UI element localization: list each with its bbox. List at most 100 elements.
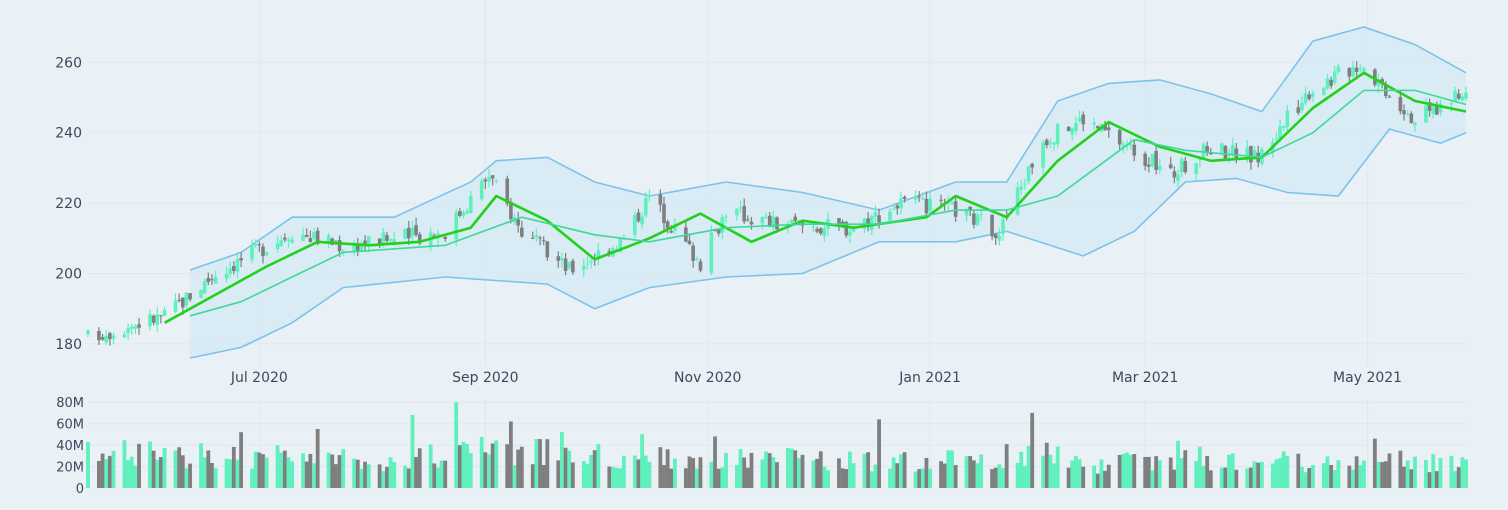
volume-bar-increasing [1270,463,1275,488]
volume-bar-increasing [720,467,725,488]
volume-bar-increasing [410,415,415,488]
candle-body-increasing [1227,155,1231,157]
volume-bar-increasing [1431,454,1436,488]
volume-bar-increasing [1179,458,1184,488]
volume-bar-increasing [618,468,623,488]
volume-bar-increasing [173,450,178,488]
candle-body-increasing [1424,105,1428,123]
volume-bar-decreasing [662,465,666,488]
volume-bar-increasing [275,445,280,488]
volume-bar-increasing [359,468,364,488]
candle-body-increasing [913,196,918,200]
volume-bar-decreasing [592,450,597,488]
candle-body-increasing [997,235,1002,241]
volume-bar-decreasing [687,456,692,488]
volume-bar-increasing [811,460,816,488]
candle-body-increasing [410,227,415,237]
candle-body-increasing [735,208,739,216]
candle-body-increasing [1351,66,1355,77]
volume-bar-increasing [1121,453,1126,488]
candle-body-increasing [738,207,743,209]
candle-body-increasing [312,231,316,239]
candle-body-decreasing [177,299,181,302]
candle-body-increasing [1322,88,1326,96]
candle-body-increasing [928,198,932,211]
candle-body-increasing [1179,158,1184,173]
candle-body-increasing [1201,144,1206,158]
volume-bar-increasing [1201,465,1206,488]
candle-body-decreasing [490,175,495,179]
candle-body-decreasing [917,196,921,198]
candle-body-decreasing [443,236,448,239]
candle-body-decreasing [698,261,703,271]
candle-body-increasing [848,231,852,236]
volume-y-tick-label: 60M [56,418,84,433]
candle-body-decreasing [1373,69,1377,85]
candle-body-increasing [891,208,896,210]
volume-bar-decreasing [877,419,881,488]
volume-bar-decreasing [895,463,900,488]
candle-body-increasing [479,180,484,200]
volume-bar-increasing [928,468,933,488]
volume-bar-decreasing [1296,453,1301,488]
moving-average-slow-line [189,89,1467,317]
candle-body-increasing [822,228,827,237]
volume-bar-increasing [1048,454,1053,488]
moving-average-fast-line [163,71,1467,324]
candle-body-increasing [359,243,364,251]
candle-body-decreasing [1435,106,1439,115]
volume-bar-decreasing [942,463,947,488]
volume-bar-decreasing [505,444,510,488]
candle-body-increasing [1077,117,1082,122]
volume-bar-increasing [326,452,331,488]
x-tick-label: Mar 2021 [1112,370,1179,386]
volume-bar-increasing [647,461,652,488]
candle-body-increasing [388,239,393,241]
volume-bar-decreasing [924,457,929,488]
volume-bar-increasing [1099,459,1104,488]
candle-body-increasing [1278,126,1282,140]
candle-body-decreasing [993,234,998,239]
volume-bar-decreasing [844,469,849,488]
candle-body-decreasing [541,240,546,242]
candle-body-decreasing [939,199,943,201]
volume-bar-increasing [104,459,109,488]
volume-bar-increasing [734,464,739,488]
candle-body-increasing [290,239,294,243]
volume-bar-decreasing [545,439,550,488]
volume-bar-decreasing [180,455,185,488]
candle-body-increasing [589,260,593,263]
volume-bar-decreasing [1434,471,1439,488]
candle-body-decreasing [837,218,841,225]
candle-body-increasing [640,216,644,225]
volume-bar-increasing [560,432,564,488]
candle-body-increasing [148,314,152,327]
candle-body-increasing [764,216,768,218]
candle-body-increasing [1230,145,1235,155]
candle-body-decreasing [137,324,141,328]
candle-body-decreasing [972,213,976,225]
candle-body-decreasing [355,243,360,251]
candle-body-decreasing [100,337,105,340]
volume-bar-increasing [253,451,258,488]
candle-body-increasing [162,310,167,316]
candle-body-increasing [869,216,874,230]
candle-body-increasing [789,219,794,224]
volume-bar-decreasing [508,421,513,488]
volume-bar-decreasing [953,465,958,488]
candle-body-decreasing [210,279,214,281]
candle-body-decreasing [180,297,185,308]
volume-y-tick-label: 40M [56,439,84,454]
volume-bar-increasing [155,459,160,488]
candle-body-decreasing [458,211,462,216]
price-y-tick-label: 180 [55,337,82,353]
volume-bar-increasing [611,466,615,488]
candle-body-increasing [213,276,218,284]
volume-bar-decreasing [1103,470,1107,488]
candle-body-decreasing [716,228,721,234]
candle-body-increasing [709,232,714,273]
x-tick-label: Nov 2020 [674,370,741,386]
volume-bar-increasing [1245,468,1250,488]
volume-bar-decreasing [1168,457,1173,488]
